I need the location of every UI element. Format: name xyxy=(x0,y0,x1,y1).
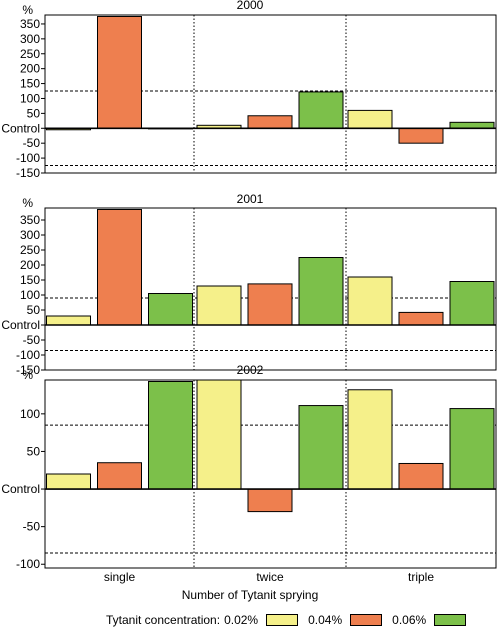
y-tick-label: -100 xyxy=(16,151,40,165)
y-unit: % xyxy=(22,368,33,382)
xlabel: Number of Tytanit sprying xyxy=(181,588,319,602)
y-tick-label: 150 xyxy=(20,273,40,287)
bar xyxy=(347,276,393,326)
y-tick-label: 100 xyxy=(20,407,40,421)
bar xyxy=(97,462,142,490)
y-tick-label: -100 xyxy=(16,557,40,571)
bar xyxy=(398,462,444,490)
y-unit: % xyxy=(22,196,33,210)
bar xyxy=(247,115,293,129)
y-unit: % xyxy=(22,3,33,17)
bar xyxy=(247,283,293,326)
bar xyxy=(196,285,242,326)
bar xyxy=(449,121,495,129)
bar xyxy=(148,381,193,490)
bar xyxy=(247,488,293,513)
bar xyxy=(97,15,142,129)
bar xyxy=(196,379,242,490)
x-tick-label: twice xyxy=(256,570,284,584)
y-tick-label: 50 xyxy=(27,106,41,120)
legend-item-label: 0.02% xyxy=(224,613,259,627)
y-tick-label: 50 xyxy=(27,303,41,317)
y-tick-label: 100 xyxy=(20,91,40,105)
y-tick-label: -150 xyxy=(16,363,40,377)
bar xyxy=(97,209,142,326)
y-tick-label: Control xyxy=(1,121,40,135)
bar xyxy=(398,127,444,144)
bar xyxy=(46,315,91,326)
y-tick-label: Control xyxy=(1,318,40,332)
y-tick-label: 250 xyxy=(20,243,40,257)
x-tick-label: single xyxy=(104,570,136,584)
legend-swatch xyxy=(434,614,467,626)
y-tick-label: -150 xyxy=(16,166,40,180)
y-tick-label: 300 xyxy=(20,32,40,46)
legend-swatch xyxy=(266,614,299,626)
bar xyxy=(298,91,344,129)
bar xyxy=(398,311,444,326)
panel-title: 2001 xyxy=(237,192,264,206)
bar xyxy=(298,257,344,326)
bar xyxy=(46,473,91,490)
legend-item-label: 0.06% xyxy=(392,613,427,627)
y-tick-label: Control xyxy=(1,482,40,496)
y-tick-label: -50 xyxy=(23,136,41,150)
legend-swatch xyxy=(350,614,383,626)
x-tick-label: triple xyxy=(408,570,434,584)
y-tick-label: -50 xyxy=(23,333,41,347)
y-tick-label: -50 xyxy=(23,520,41,534)
y-tick-label: 300 xyxy=(20,228,40,242)
panel-title: 2000 xyxy=(237,0,264,12)
plot-frame xyxy=(44,379,497,569)
bar xyxy=(347,109,393,129)
y-tick-label: 350 xyxy=(20,213,40,227)
y-tick-label: 200 xyxy=(20,258,40,272)
bar xyxy=(298,405,344,490)
panel-title: 2002 xyxy=(237,363,264,377)
y-tick-label: 50 xyxy=(27,444,41,458)
bar xyxy=(148,293,193,326)
y-tick-label: 200 xyxy=(20,62,40,76)
y-tick-label: 250 xyxy=(20,47,40,61)
y-tick-label: 100 xyxy=(20,288,40,302)
legend-title: Tytanit concentration: xyxy=(106,613,221,627)
bar xyxy=(449,408,495,490)
y-tick-label: -100 xyxy=(16,348,40,362)
legend-item-label: 0.04% xyxy=(308,613,343,627)
plot-frame xyxy=(44,14,497,174)
y-tick-label: 350 xyxy=(20,17,40,31)
y-tick-label: 150 xyxy=(20,77,40,91)
plot-frame xyxy=(44,207,497,371)
bar xyxy=(449,281,495,326)
legend: Tytanit concentration: 0.02% 0.04% 0.06% xyxy=(106,612,467,628)
bar xyxy=(347,389,393,490)
